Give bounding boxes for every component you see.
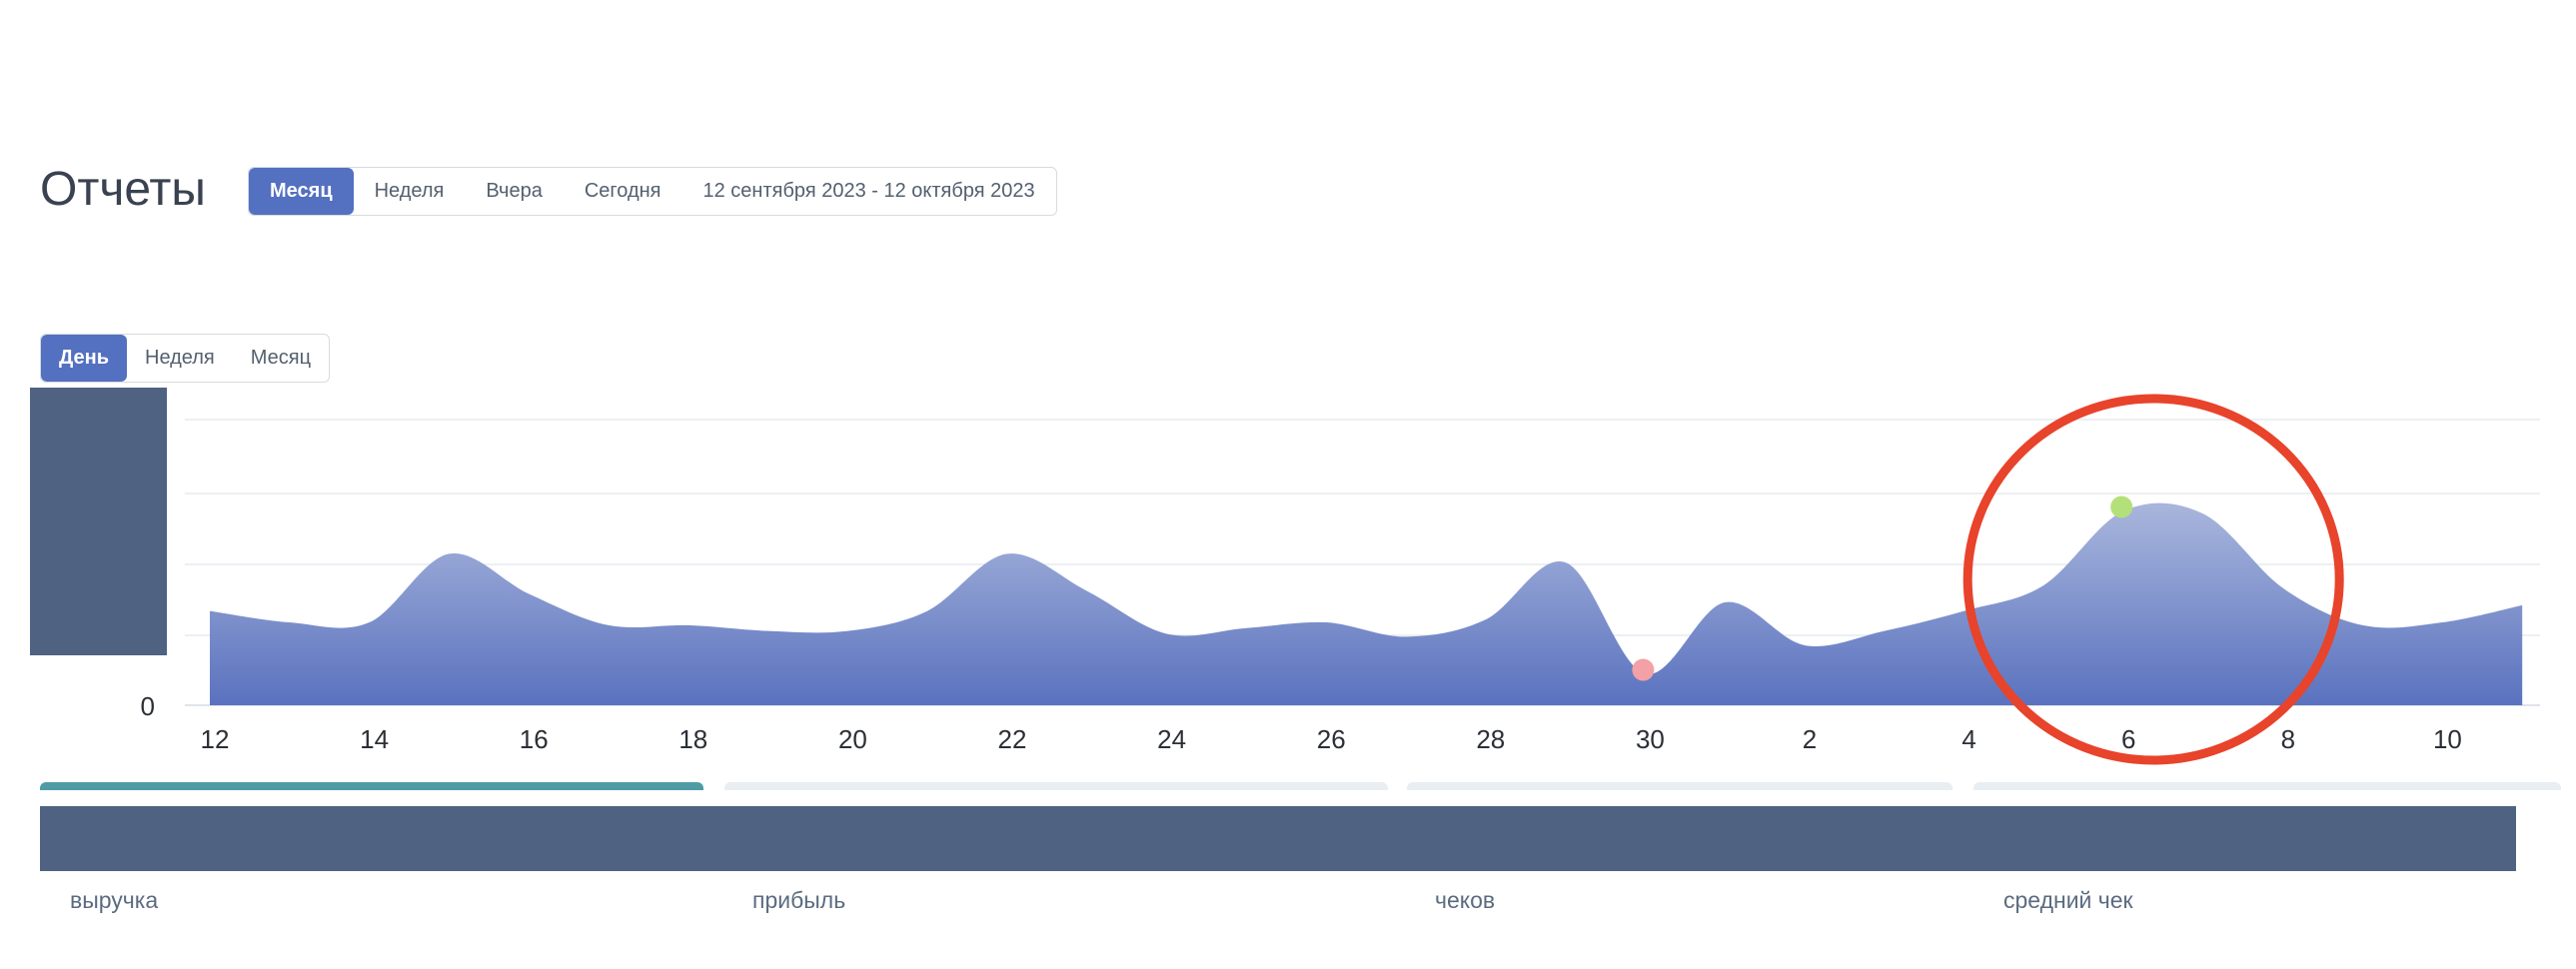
x-tick-label: 16 xyxy=(520,724,549,754)
x-tick-label: 12 xyxy=(201,724,230,754)
kpi-label-profit: прибыль xyxy=(752,887,846,913)
date-range-button[interactable]: 12 сентября 2023 - 12 октября 2023 xyxy=(702,180,1035,202)
x-tick-label: 24 xyxy=(1157,724,1186,754)
period-week-button[interactable]: Неделя xyxy=(374,180,445,202)
y-axis-tooltip-block xyxy=(30,388,167,655)
x-tick-label: 28 xyxy=(1476,724,1505,754)
kpi-tab-checks[interactable] xyxy=(1407,782,1952,790)
page-title: Отчеты xyxy=(40,163,206,216)
period-yesterday-button[interactable]: Вчера xyxy=(486,180,543,202)
x-tick-label: 8 xyxy=(2281,724,2295,754)
x-tick-label: 22 xyxy=(998,724,1027,754)
min-point-marker[interactable] xyxy=(1632,658,1655,681)
y-tick-label: 0 xyxy=(141,691,155,721)
x-tick-label: 14 xyxy=(360,724,389,754)
kpi-values-panel xyxy=(40,806,2516,871)
granularity-week-button[interactable]: Неделя xyxy=(145,347,215,369)
x-tick-label: 6 xyxy=(2121,724,2135,754)
period-month-button[interactable]: Месяц xyxy=(249,168,354,215)
x-tick-label: 18 xyxy=(678,724,707,754)
kpi-label-average-check: средний чек xyxy=(2003,887,2133,913)
max-point-marker[interactable] xyxy=(2110,495,2133,518)
kpi-label-revenue: выручка xyxy=(70,887,159,913)
x-tick-label: 26 xyxy=(1317,724,1346,754)
kpi-tab-profit[interactable] xyxy=(724,782,1388,790)
granularity-day-button[interactable]: День xyxy=(41,335,127,382)
revenue-area xyxy=(210,502,2523,705)
x-tick-label: 4 xyxy=(1961,724,1975,754)
x-tick-label: 30 xyxy=(1636,724,1665,754)
kpi-label-checks: чеков xyxy=(1435,887,1496,913)
granularity-filter: День Неделя Месяц xyxy=(40,334,331,383)
x-tick-label: 2 xyxy=(1803,724,1817,754)
kpi-tab-average-check[interactable] xyxy=(1973,782,2561,790)
x-tick-label: 10 xyxy=(2433,724,2462,754)
period-today-button[interactable]: Сегодня xyxy=(584,180,661,202)
period-filter: Месяц Неделя Вчера Сегодня 12 сентября 2… xyxy=(248,167,1057,216)
kpi-tab-revenue[interactable] xyxy=(40,782,703,790)
x-tick-label: 20 xyxy=(838,724,867,754)
highlight-circle-annotation xyxy=(1962,394,2344,765)
granularity-month-button[interactable]: Месяц xyxy=(250,347,312,369)
